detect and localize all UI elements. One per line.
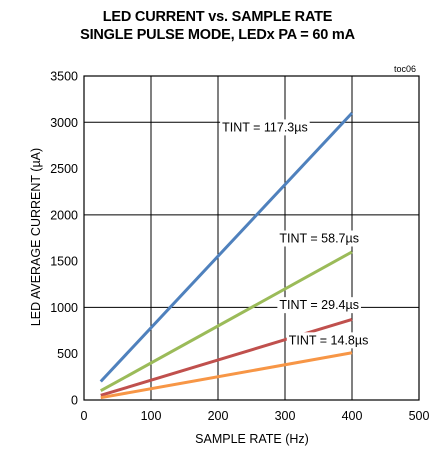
series-labels: TINT = 117.3µs TINT = 58.7µs TINT = 29.4µs… (220, 119, 371, 349)
series-line (99, 112, 354, 383)
x-tick-label: 400 (342, 409, 363, 423)
series-label: TINT = 14.8µs (289, 333, 369, 347)
y-tick-label: 1500 (50, 255, 78, 269)
x-axis-label: SAMPLE RATE (Hz) (195, 432, 309, 446)
series-label-bg (277, 297, 361, 314)
series-label: TINT = 58.7µs (279, 232, 359, 246)
x-tick-label: 100 (141, 409, 162, 423)
y-tick-label: 1000 (50, 301, 78, 315)
x-tick-label: 500 (409, 409, 430, 423)
y-tick-label: 2000 (50, 208, 78, 222)
y-axis-label: LED AVERAGE CURRENT (µA) (29, 148, 43, 326)
y-tick-label: 3500 (50, 70, 78, 84)
series-label: TINT = 117.3µs (222, 120, 308, 134)
y-tick-label: 2500 (50, 162, 78, 176)
y-tick-label: 0 (71, 394, 78, 408)
series-label: TINT = 29.4µs (279, 298, 359, 312)
x-tick-label: 0 (81, 409, 88, 423)
plot-frame (83, 75, 420, 401)
corner-label: toc06 (394, 64, 416, 74)
series-label-bg (277, 230, 361, 247)
x-tick-label: 300 (275, 409, 296, 423)
series-label-bg (286, 332, 371, 349)
chart-title: LED CURRENT vs. SAMPLE RATE (102, 9, 333, 25)
series-line (100, 250, 353, 393)
series-line (100, 351, 353, 400)
series-line (100, 318, 353, 397)
series-label-bg (220, 119, 310, 136)
x-tick-label: 200 (208, 409, 229, 423)
chart-subtitle: SINGLE PULSE MODE, LEDx PA = 60 mA (80, 27, 355, 43)
y-tick-label: 3000 (50, 116, 78, 130)
tick-labels: 0 100 200 300 400 500 0 500 1000 1500 2000 2500 3000… (50, 70, 429, 424)
series-lines (99, 112, 354, 400)
y-tick-label: 500 (57, 347, 78, 361)
